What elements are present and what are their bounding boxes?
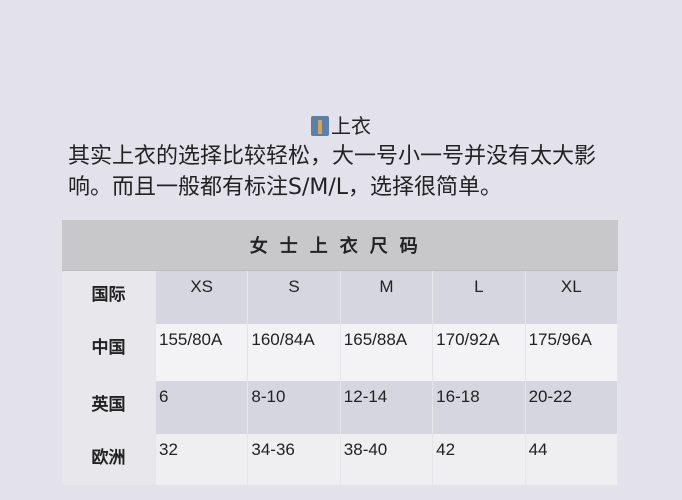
table-cell: 6 bbox=[155, 381, 249, 434]
table-cell: M bbox=[340, 270, 434, 324]
table-cell: 12-14 bbox=[340, 381, 434, 434]
section-title: 上衣 bbox=[0, 110, 682, 139]
table-cell: XS bbox=[155, 270, 249, 324]
table-cell: 32 bbox=[155, 434, 249, 485]
row-label: 英国 bbox=[62, 381, 156, 434]
size-table: 女士上衣尺码 国际 XS S M L XL 中国 155/80A 160/84A… bbox=[62, 220, 619, 485]
row-label: 欧洲 bbox=[62, 434, 156, 485]
table-cell: 170/92A bbox=[432, 324, 526, 381]
table-cell: 16-18 bbox=[432, 381, 526, 434]
row-label: 国际 bbox=[62, 270, 156, 324]
table-row: 中国 155/80A 160/84A 165/88A 170/92A 175/9… bbox=[62, 324, 619, 381]
intro-paragraph: 其实上衣的选择比较轻松，大一号小一号并没有太大影响。而且一般都有标注S/M/L，… bbox=[68, 144, 597, 200]
table-cell: L bbox=[432, 270, 526, 324]
table-cell: 155/80A bbox=[155, 324, 249, 381]
table-cell: 44 bbox=[525, 434, 619, 485]
table-caption: 女士上衣尺码 bbox=[62, 220, 618, 271]
row-label: 中国 bbox=[62, 324, 156, 381]
table-cell: 42 bbox=[432, 434, 526, 485]
shirt-tie-icon bbox=[311, 116, 329, 136]
table-cell: 175/96A bbox=[525, 324, 619, 381]
table-cell: 160/84A bbox=[247, 324, 341, 381]
table-cell: S bbox=[247, 270, 341, 324]
table-cell: 8-10 bbox=[247, 381, 341, 434]
table-row: 英国 6 8-10 12-14 16-18 20-22 bbox=[62, 381, 619, 434]
table-cell: 165/88A bbox=[340, 324, 434, 381]
table-cell: 20-22 bbox=[525, 381, 619, 434]
table-row: 欧洲 32 34-36 38-40 42 44 bbox=[62, 434, 619, 485]
table-cell: 38-40 bbox=[340, 434, 434, 485]
section-title-text: 上衣 bbox=[331, 114, 371, 138]
table-cell: 34-36 bbox=[247, 434, 341, 485]
table-cell: XL bbox=[525, 270, 619, 324]
table-header-row: 国际 XS S M L XL bbox=[62, 270, 619, 324]
